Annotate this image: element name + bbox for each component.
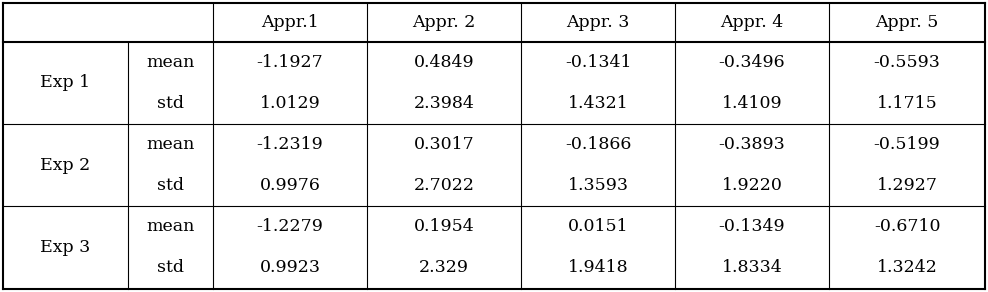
Text: 0.9923: 0.9923 [260,260,320,277]
Text: 1.0129: 1.0129 [260,95,320,112]
Text: -0.1866: -0.1866 [565,136,631,153]
Text: 1.1715: 1.1715 [876,95,938,112]
Text: -0.3496: -0.3496 [718,54,785,71]
Text: std: std [157,260,184,277]
Text: Appr. 3: Appr. 3 [566,14,629,31]
Text: -0.5593: -0.5593 [873,54,941,71]
Text: 1.3242: 1.3242 [876,260,938,277]
Text: 2.3984: 2.3984 [414,95,474,112]
Text: -0.1349: -0.1349 [718,218,785,235]
Text: 0.0151: 0.0151 [568,218,628,235]
Text: -0.6710: -0.6710 [873,218,941,235]
Text: -1.1927: -1.1927 [257,54,323,71]
Text: mean: mean [146,136,195,153]
Text: -0.5199: -0.5199 [873,136,941,153]
Text: Exp 1: Exp 1 [41,74,91,91]
Text: -1.2279: -1.2279 [257,218,323,235]
Text: mean: mean [146,218,195,235]
Text: Exp 3: Exp 3 [41,239,91,256]
Text: 2.7022: 2.7022 [414,177,474,194]
Text: 0.3017: 0.3017 [414,136,474,153]
Text: 1.4109: 1.4109 [721,95,782,112]
Text: -1.2319: -1.2319 [257,136,323,153]
Text: 1.4321: 1.4321 [568,95,628,112]
Text: mean: mean [146,54,195,71]
Text: 1.3593: 1.3593 [567,177,628,194]
Text: 1.8334: 1.8334 [721,260,782,277]
Text: -0.3893: -0.3893 [718,136,785,153]
Text: 1.2927: 1.2927 [876,177,938,194]
Text: std: std [157,177,184,194]
Text: -0.1341: -0.1341 [565,54,631,71]
Text: Appr. 4: Appr. 4 [720,14,783,31]
Text: 0.9976: 0.9976 [260,177,320,194]
Text: 0.4849: 0.4849 [414,54,474,71]
Text: Appr.1: Appr.1 [261,14,319,31]
Text: Appr. 5: Appr. 5 [875,14,939,31]
Text: 2.329: 2.329 [419,260,469,277]
Text: 1.9418: 1.9418 [568,260,628,277]
Text: 0.1954: 0.1954 [414,218,474,235]
Text: 1.9220: 1.9220 [721,177,782,194]
Text: std: std [157,95,184,112]
Text: Exp 2: Exp 2 [41,157,91,173]
Text: Appr. 2: Appr. 2 [412,14,475,31]
